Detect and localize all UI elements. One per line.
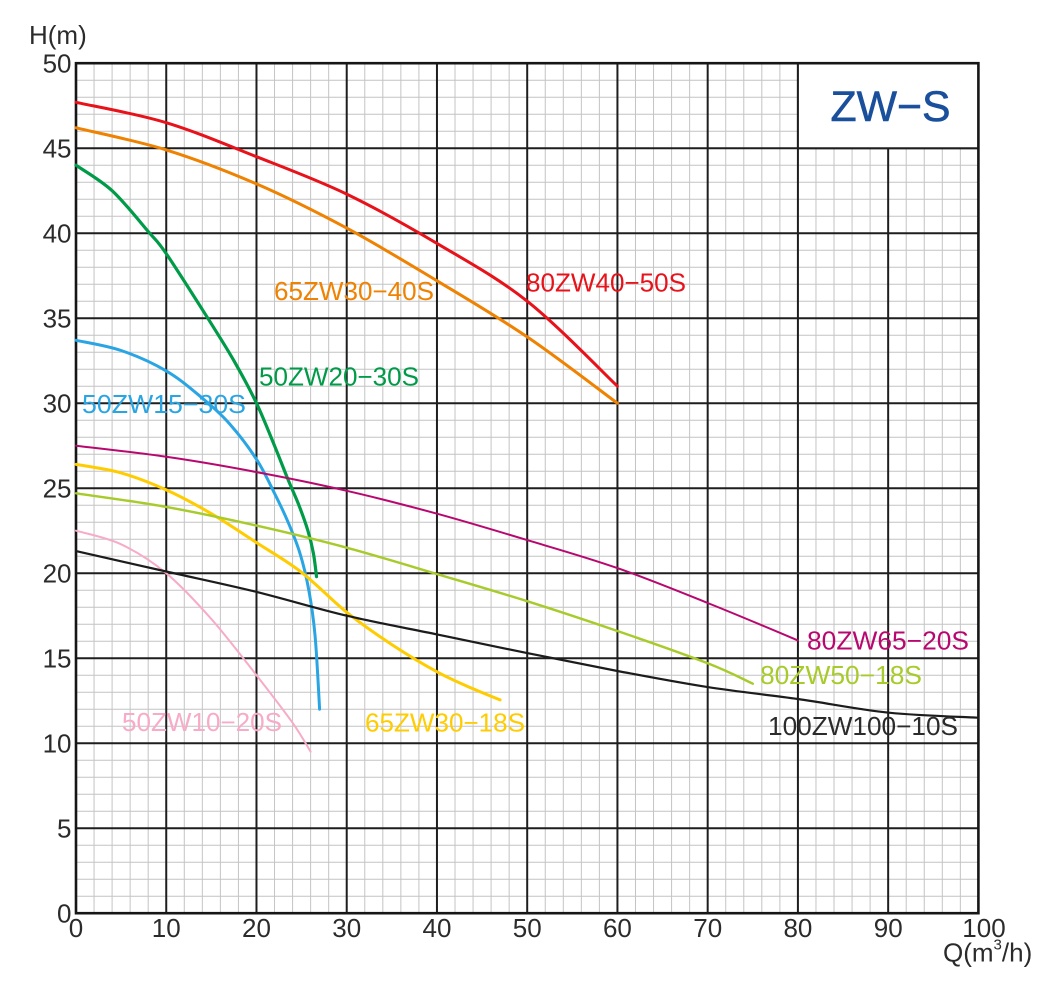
svg-text:35: 35 <box>43 304 72 334</box>
svg-text:30: 30 <box>332 913 361 943</box>
svg-text:60: 60 <box>603 913 632 943</box>
svg-text:80ZW40−50S: 80ZW40−50S <box>526 268 686 298</box>
svg-text:H(m): H(m) <box>29 20 87 50</box>
svg-text:40: 40 <box>423 913 452 943</box>
svg-text:80ZW50−18S: 80ZW50−18S <box>760 660 922 690</box>
svg-text:10: 10 <box>43 729 72 759</box>
svg-text:Q(m3/h): Q(m3/h) <box>943 937 1032 968</box>
svg-text:100ZW100−10S: 100ZW100−10S <box>768 711 958 741</box>
svg-text:50: 50 <box>43 49 72 79</box>
svg-text:80ZW65−20S: 80ZW65−20S <box>807 626 969 656</box>
svg-text:20: 20 <box>43 559 72 589</box>
svg-text:50ZW15−30S: 50ZW15−30S <box>82 389 246 419</box>
svg-text:0: 0 <box>69 913 83 943</box>
svg-text:65ZW30−40S: 65ZW30−40S <box>274 276 434 306</box>
svg-text:50ZW10−20S: 50ZW10−20S <box>122 707 282 737</box>
svg-text:50: 50 <box>513 913 542 943</box>
svg-text:90: 90 <box>874 913 903 943</box>
svg-text:70: 70 <box>693 913 722 943</box>
svg-text:20: 20 <box>242 913 271 943</box>
svg-text:40: 40 <box>43 219 72 249</box>
svg-text:50ZW20−30S: 50ZW20−30S <box>259 362 419 392</box>
svg-text:80: 80 <box>783 913 812 943</box>
svg-text:ZW−S: ZW−S <box>831 83 951 131</box>
svg-text:25: 25 <box>43 474 72 504</box>
svg-text:0: 0 <box>57 899 71 929</box>
svg-text:5: 5 <box>57 814 71 844</box>
svg-text:10: 10 <box>152 913 181 943</box>
svg-text:100: 100 <box>962 913 1005 943</box>
svg-text:30: 30 <box>43 389 72 419</box>
svg-text:45: 45 <box>43 134 72 164</box>
svg-text:65ZW30−18S: 65ZW30−18S <box>365 708 525 738</box>
svg-text:15: 15 <box>43 644 72 674</box>
